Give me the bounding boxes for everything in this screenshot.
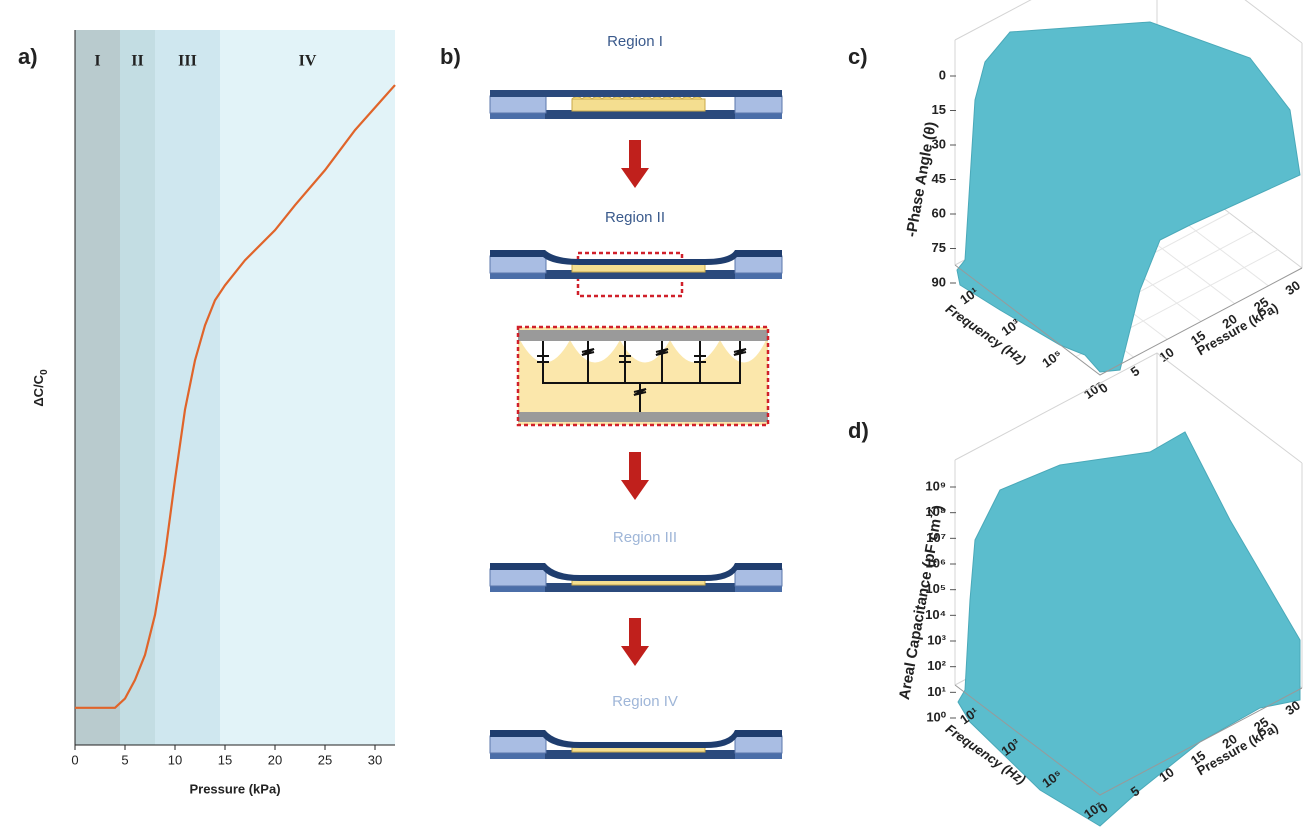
panel-label: c) [848, 44, 868, 69]
region-title: Region III [613, 529, 677, 546]
x-tick-label: 30 [368, 752, 382, 767]
spacer [735, 736, 782, 753]
spacer [735, 569, 782, 586]
z-tick-label: 90 [932, 274, 946, 289]
x-tick-label: 25 [318, 752, 332, 767]
region [220, 30, 395, 745]
inset [518, 327, 768, 425]
x-axis-label: Pressure (kPa) [189, 781, 280, 796]
panel-label: b) [440, 44, 461, 69]
y-axis-label-main: ΔC/C [31, 374, 46, 406]
z-tick-label: 10² [927, 658, 946, 673]
spacer [735, 96, 782, 113]
z-tick-label: 10³ [927, 632, 946, 647]
z-tick-label: 0 [939, 67, 946, 82]
x-tick-label: 10⁵ [1039, 347, 1064, 371]
panel-label: d) [848, 418, 869, 443]
y-tick-label: 5 [1128, 363, 1143, 379]
spacer [490, 736, 546, 753]
membrane [490, 90, 782, 97]
z-tick-label: 15 [932, 102, 946, 117]
z-tick-label: 60 [932, 205, 946, 220]
panel-label: a) [18, 44, 38, 69]
spacer [490, 256, 546, 273]
z-tick-label: 10⁹ [925, 478, 946, 493]
figure: a) b) c) d) Region I Region II Region II… [0, 0, 1306, 830]
spacer [735, 256, 782, 273]
electrode [572, 99, 705, 111]
y-axis-label: Pressure (kPa) [1194, 300, 1280, 359]
spacer [490, 96, 546, 113]
region [75, 30, 120, 745]
region-title: Region II [605, 209, 665, 226]
z-tick-label: 10⁰ [926, 709, 946, 724]
region-label: I [94, 53, 100, 70]
region-title: Region IV [612, 693, 678, 710]
x-tick-label: 10 [168, 752, 182, 767]
x-tick-label: 15 [218, 752, 232, 767]
z-tick-label: 10¹ [927, 684, 946, 699]
region-label: III [178, 53, 197, 70]
z-tick-label: 75 [932, 240, 946, 255]
x-tick-label: 0 [71, 752, 78, 767]
device [490, 730, 782, 759]
region-label: IV [299, 53, 317, 70]
device [490, 563, 782, 592]
x-tick-label: 5 [121, 752, 128, 767]
y-tick-label: 30 [1283, 278, 1303, 299]
electrode [572, 264, 705, 272]
x-tick-label: 20 [268, 752, 282, 767]
device [490, 90, 782, 119]
device [490, 250, 782, 279]
spacer [490, 569, 546, 586]
region-label: II [131, 53, 143, 70]
region [155, 30, 220, 745]
region-title: Region I [607, 33, 663, 50]
y-axis-label: ΔC/C0 [31, 369, 49, 407]
y-axis-label-sub: 0 [39, 369, 50, 375]
z-tick-label: 45 [932, 171, 946, 186]
